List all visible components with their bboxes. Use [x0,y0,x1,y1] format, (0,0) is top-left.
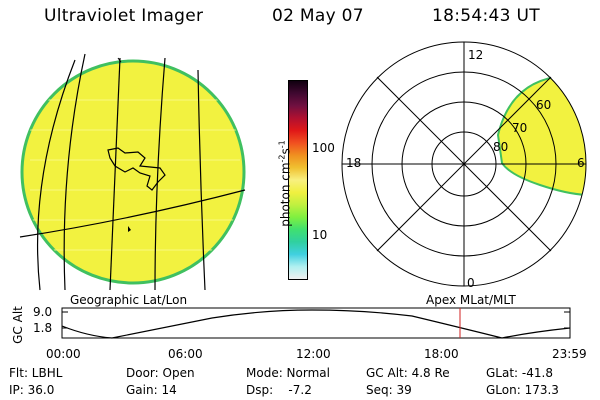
mlt-label-12: 12 [468,48,484,62]
dsp-info: Dsp: -7.2 [246,383,312,397]
altitude-plot [61,307,571,339]
glat-info: GLat: -41.8 [486,366,553,380]
earth-image [19,53,246,291]
time-tick-0000: 00:00 [46,347,81,361]
gc-alt-axis-label: GC Alt [11,306,25,344]
time-tick-2359: 23:59 [552,347,587,361]
mode-info: Mode: Normal [246,366,330,380]
time-tick-1800: 18:00 [424,347,459,361]
unit-text: photon cm [278,162,293,227]
gain-info: Gain: 14 [126,383,177,397]
unit-exp-cm: -2 [277,154,287,163]
alt-tick-9: 9.0 [33,305,53,319]
geographic-caption: Geographic Lat/Lon [70,293,188,307]
unit-text-s: s [278,148,293,155]
instrument-title: Ultraviolet Imager [44,6,204,26]
colorbar-unit-label: photon cm-2s-1 [278,119,293,249]
time-tick-0600: 06:00 [168,347,203,361]
mlat-label-60: 60 [536,98,552,112]
unit-exp-s: -1 [277,140,287,149]
mlat-label-80: 80 [493,140,509,154]
glon-info: GLon: 173.3 [486,383,559,397]
colorbar [288,80,308,280]
polar-plot [341,41,587,287]
date-label: 02 May 07 [272,6,364,26]
filter-info: Flt: LBHL [9,366,63,380]
mlt-label-6: 6 [577,156,585,170]
mlt-label-0: 0 [467,276,475,290]
colorbar-tick-100: 100 [312,141,335,155]
colorbar-tick-10: 10 [312,228,328,242]
gc-alt-info: GC Alt: 4.8 Re [366,366,450,380]
mlat-label-70: 70 [512,121,528,135]
ip-info: IP: 36.0 [9,383,55,397]
time-label: 18:54:43 UT [432,6,540,26]
door-info: Door: Open [126,366,195,380]
alt-tick-1-8: 1.8 [33,321,53,335]
seq-info: Seq: 39 [366,383,412,397]
apex-caption: Apex MLat/MLT [426,293,516,307]
time-tick-1200: 12:00 [296,347,331,361]
mlt-label-18: 18 [346,156,362,170]
